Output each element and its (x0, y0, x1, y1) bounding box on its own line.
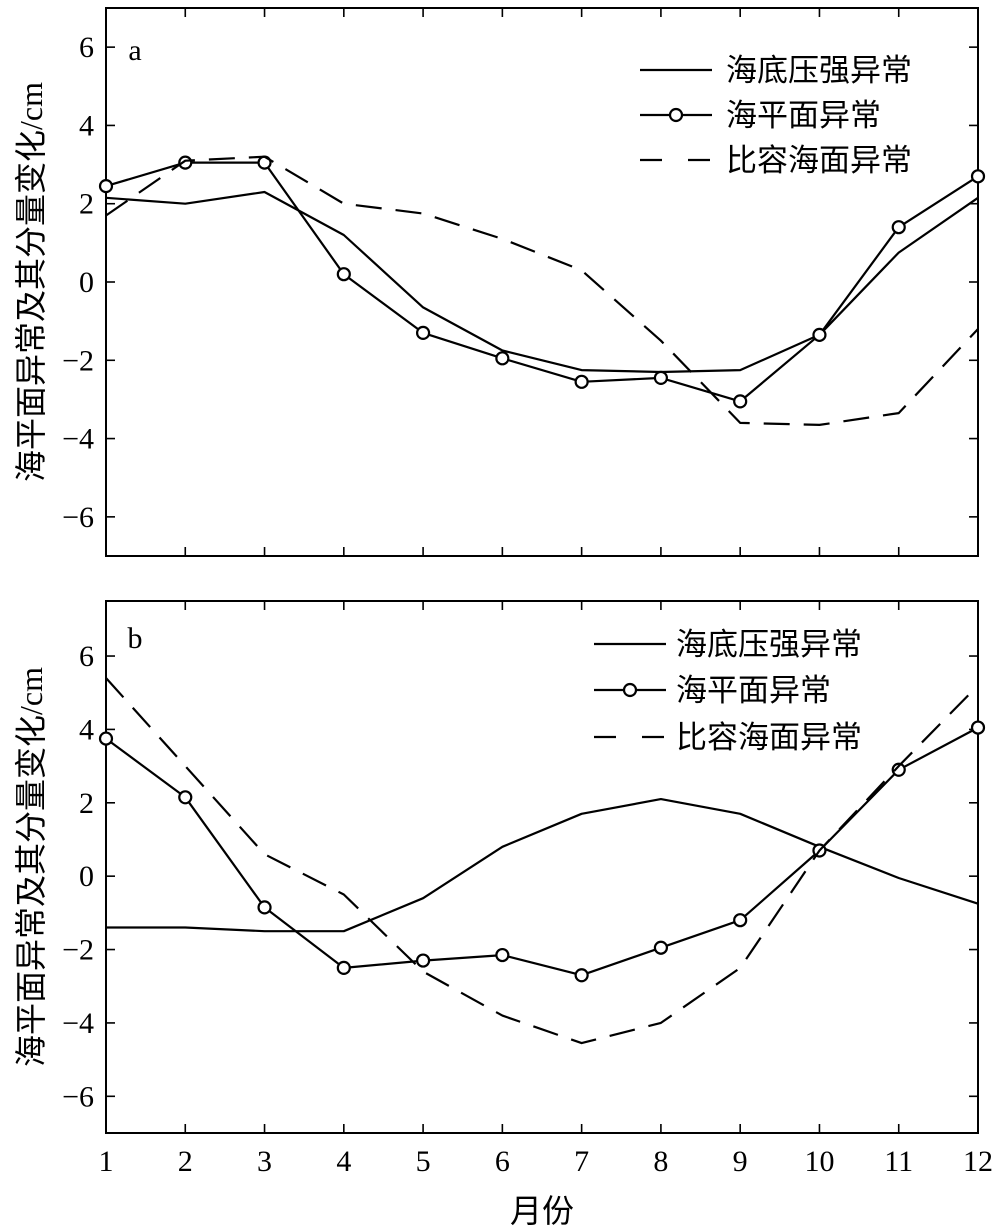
series-line (105, 155, 979, 426)
data-point (415, 325, 431, 340)
x-tick-label: 3 (257, 1145, 272, 1178)
x-tick-label: 6 (495, 1145, 510, 1178)
data-point (733, 913, 748, 928)
legend-label: 海底压强异常 (726, 53, 912, 88)
x-tick-label: 2 (178, 1145, 193, 1178)
panel-label: b (128, 622, 143, 655)
y-tick-label: −2 (62, 344, 94, 377)
data-point (812, 327, 827, 342)
series-line (106, 797, 979, 933)
series-line (105, 677, 979, 1045)
y-tick-label: 0 (79, 266, 94, 299)
data-point (257, 900, 272, 915)
series-2 (98, 155, 986, 409)
chart-panel-a: 6 4 2 0 −2 −4 −6 a 海平面异常及其分量变化/cm 海底压强异常海平面异常比容海面… (13, 7, 986, 557)
series-line (105, 726, 979, 977)
legend-label: 海底压强异常 (676, 627, 862, 662)
y-tick-label: 2 (79, 787, 94, 820)
x-tick-label: 8 (653, 1145, 668, 1178)
series-line (105, 190, 979, 374)
y-axis-label: 海平面异常及其分量变化/cm (13, 82, 49, 482)
data-point (653, 940, 669, 955)
x-tick-label: 12 (963, 1145, 993, 1178)
y-tick-label: −4 (62, 423, 94, 456)
data-point (653, 370, 669, 385)
legend-label: 海平面异常 (726, 98, 881, 133)
x-tick-label: 10 (804, 1145, 834, 1178)
data-point (574, 374, 589, 389)
y-tick-label: −2 (62, 934, 94, 967)
data-point (574, 968, 589, 983)
data-point (336, 267, 351, 282)
plot-frame (105, 7, 979, 557)
series-1 (105, 190, 979, 374)
legend-label: 比容海面异常 (676, 720, 862, 755)
legend-marker (622, 682, 638, 698)
x-tick-label: 5 (416, 1145, 431, 1178)
data-point (495, 351, 510, 366)
y-tick-label: 6 (79, 640, 94, 673)
y-tick-label: 6 (79, 31, 94, 64)
legend-marker (668, 107, 684, 123)
data-point (495, 947, 510, 963)
series-1 (106, 797, 979, 933)
y-tick-label: 4 (79, 109, 94, 142)
y-tick-label: −4 (62, 1007, 94, 1040)
plot-frame (105, 600, 979, 1134)
data-point (415, 953, 431, 968)
panel-label: a (128, 34, 141, 67)
x-tick-label: 11 (884, 1145, 913, 1178)
data-point (891, 220, 906, 235)
data-point (336, 960, 351, 975)
data-point (98, 731, 114, 746)
series-3 (105, 677, 979, 1045)
data-point (733, 394, 748, 409)
x-tick-label: 7 (574, 1145, 589, 1178)
y-tick-label: 0 (79, 860, 94, 893)
data-point (970, 720, 986, 735)
y-tick-label: 2 (79, 188, 94, 221)
y-tick-label: −6 (62, 501, 94, 534)
x-axis-label: 月份 (510, 1193, 574, 1229)
x-tick-label: 1 (99, 1145, 114, 1178)
y-axis-label: 海平面异常及其分量变化/cm (13, 667, 49, 1067)
legend-label: 海平面异常 (676, 673, 831, 708)
series-2 (98, 720, 986, 983)
y-tick-label: 4 (79, 713, 94, 746)
x-tick-label: 4 (336, 1145, 351, 1178)
data-point (98, 179, 114, 194)
x-tick-label: 9 (733, 1145, 748, 1178)
data-point (178, 790, 193, 805)
data-point (970, 169, 986, 184)
series-3 (105, 155, 979, 426)
legend-label: 比容海面异常 (726, 143, 912, 178)
series-line (105, 161, 979, 403)
y-tick-label: −6 (62, 1080, 94, 1113)
data-point (891, 762, 906, 777)
